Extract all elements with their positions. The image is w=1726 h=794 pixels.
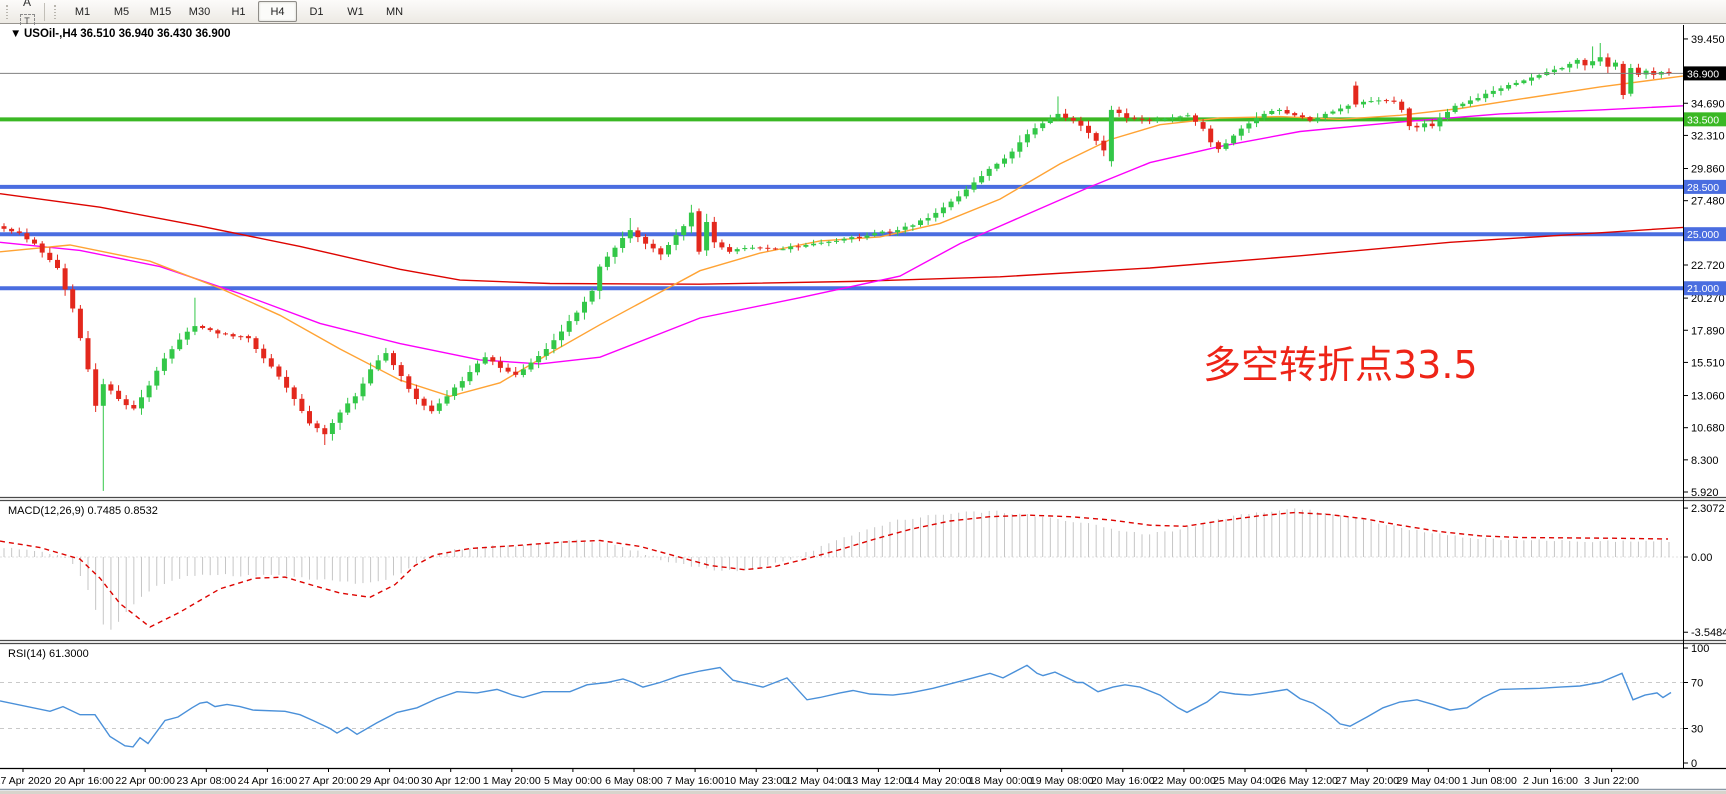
rsi-indicator-label: RSI(14) 61.3000: [8, 648, 89, 660]
time-tick-label: 3 Jun 22:00: [1584, 775, 1639, 787]
price-tick-label: 34.690: [1691, 98, 1725, 110]
rsi-axis-label: 70: [1691, 678, 1703, 690]
pivot-annotation-text: 多空转折点33.5: [1203, 343, 1478, 387]
time-tick-label: 29 Apr 04:00: [360, 775, 420, 787]
time-tick-label: 24 Apr 16:00: [238, 775, 298, 787]
price-tick-label: 27.480: [1691, 196, 1725, 208]
price-tick-label: 8.300: [1691, 455, 1719, 467]
ma-orange-fast: [0, 75, 1684, 398]
time-tick-label: 30 Apr 12:00: [421, 775, 481, 787]
time-tick-label: 25 May 04:00: [1213, 775, 1277, 787]
indicator-axis[interactable]: 2.3072 0.00 -3.5484 100 70 30 0: [1683, 503, 1726, 770]
price-tick-label: 5.920: [1691, 487, 1719, 499]
time-tick-label: 19 May 08:00: [1030, 775, 1094, 787]
time-tick-label: 12 May 04:00: [785, 775, 849, 787]
price-tick-label: 15.510: [1691, 357, 1725, 369]
time-tick-label: 26 May 12:00: [1274, 775, 1338, 787]
price-axis[interactable]: 39.450 34.690 32.310 29.860 27.480 22.720 20.2…: [1683, 34, 1726, 499]
rsi-axis-label: 100: [1691, 643, 1709, 655]
price-badge-label: 33.500: [1687, 114, 1719, 126]
time-tick-label: 29 May 04:00: [1396, 775, 1460, 787]
time-tick-label: 1 Jun 08:00: [1462, 775, 1517, 787]
macd-axis-label: 0.00: [1691, 552, 1712, 564]
price-badge: [1684, 66, 1726, 81]
price-tick-label: 20.270: [1691, 293, 1725, 305]
timeframe-button-w1[interactable]: W1: [347, 5, 364, 18]
timeframe-button-m1[interactable]: M1: [74, 5, 91, 18]
time-tick-label: 2 Jun 16:00: [1523, 775, 1578, 787]
price-badge: [1684, 112, 1726, 127]
font-icon[interactable]: A: [15, 0, 39, 12]
macd-indicator-label: MACD(12,26,9) 0.7485 0.8532: [8, 505, 158, 517]
font-icon-glyph: A: [22, 0, 31, 9]
time-tick-label: 20 May 16:00: [1091, 775, 1155, 787]
timeframe-button-mn[interactable]: MN: [385, 5, 404, 18]
price-tick-label: 17.890: [1691, 325, 1725, 337]
timeframe-button-m30[interactable]: M30: [188, 5, 211, 18]
time-tick-label: 14 May 20:00: [908, 775, 972, 787]
macd-panel: [0, 508, 1683, 630]
time-tick-label: 1 May 20:00: [483, 775, 541, 787]
toolbar-divider: [44, 2, 45, 21]
time-tick-label: 22 Apr 00:00: [115, 775, 175, 787]
chart-title-ohlc: USOil-,H4 36.510 36.940 36.430 36.900: [24, 28, 231, 40]
moving-average-lines: [0, 75, 1684, 398]
toolbar-grip-2[interactable]: [53, 3, 58, 20]
ma-magenta-medium: [0, 105, 1684, 365]
time-tick-label: 17 Apr 2020: [0, 775, 51, 787]
rsi-axis-label: 0: [1691, 758, 1697, 770]
price-badge-label: 25.000: [1687, 229, 1719, 241]
time-tick-label: 20 Apr 16:00: [54, 775, 114, 787]
timeframe-button-h1[interactable]: H1: [231, 5, 246, 18]
macd-axis-label: 2.3072: [1691, 503, 1725, 515]
time-tick-label: 18 May 00:00: [969, 775, 1033, 787]
timeframe-button-m5[interactable]: M5: [113, 5, 130, 18]
panel-separators: [0, 25, 1726, 794]
timeframe-button-d1[interactable]: D1: [309, 5, 324, 18]
time-tick-label: 7 May 16:00: [666, 775, 724, 787]
time-tick-label: 27 May 20:00: [1335, 775, 1399, 787]
time-tick-label: 5 May 00:00: [544, 775, 602, 787]
price-tick-label: 13.060: [1691, 391, 1725, 403]
candles-layer: [1, 43, 1672, 491]
chart-background[interactable]: [0, 25, 1726, 768]
time-tick-label: 6 May 08:00: [605, 775, 663, 787]
price-badge-label: 28.500: [1687, 182, 1719, 194]
rsi-axis-label: 30: [1691, 724, 1703, 736]
timeframe-buttons: M1 M5 M15 M30 H1 H4 D1 W1 MN: [63, 1, 414, 22]
timeframe-button-m15[interactable]: M15: [149, 5, 172, 18]
time-tick-label: 10 May 23:00: [724, 775, 788, 787]
price-tick-label: 39.450: [1691, 34, 1725, 46]
price-tick-label: 32.310: [1691, 130, 1725, 142]
time-tick-label: 13 May 12:00: [847, 775, 911, 787]
price-badge-label: 36.900: [1687, 68, 1719, 80]
ma-red-slow: [0, 193, 1684, 285]
time-tick-label: 27 Apr 20:00: [299, 775, 359, 787]
chart-plot-area[interactable]: 39.450 34.690 32.310 29.860 27.480 22.720 20.2…: [0, 24, 1726, 794]
time-axis[interactable]: 17 Apr 2020 20 Apr 16:00 22 Apr 00:00 23 Ap…: [0, 768, 1639, 787]
chart-overlays: ▼ USOil-,H4 36.510 36.940 36.430 36.900 …: [8, 28, 1478, 660]
price-badge: [1684, 179, 1726, 194]
price-tick-label: 10.680: [1691, 423, 1725, 435]
macd-axis-label: -3.5484: [1691, 627, 1726, 639]
timeframe-button-h4[interactable]: H4: [258, 1, 297, 22]
time-tick-label: 23 Apr 08:00: [177, 775, 237, 787]
price-tick-label: 29.860: [1691, 164, 1725, 176]
symbol-dropdown-icon[interactable]: ▼: [10, 28, 21, 40]
time-tick-label: 22 May 00:00: [1152, 775, 1216, 787]
price-badge: [1684, 227, 1726, 242]
price-badge: [1684, 281, 1726, 296]
price-tick-label: 22.720: [1691, 260, 1725, 272]
rsi-panel: [0, 664, 1683, 748]
price-badge-label: 21.000: [1687, 283, 1719, 295]
toolbar-grip[interactable]: [5, 3, 10, 20]
